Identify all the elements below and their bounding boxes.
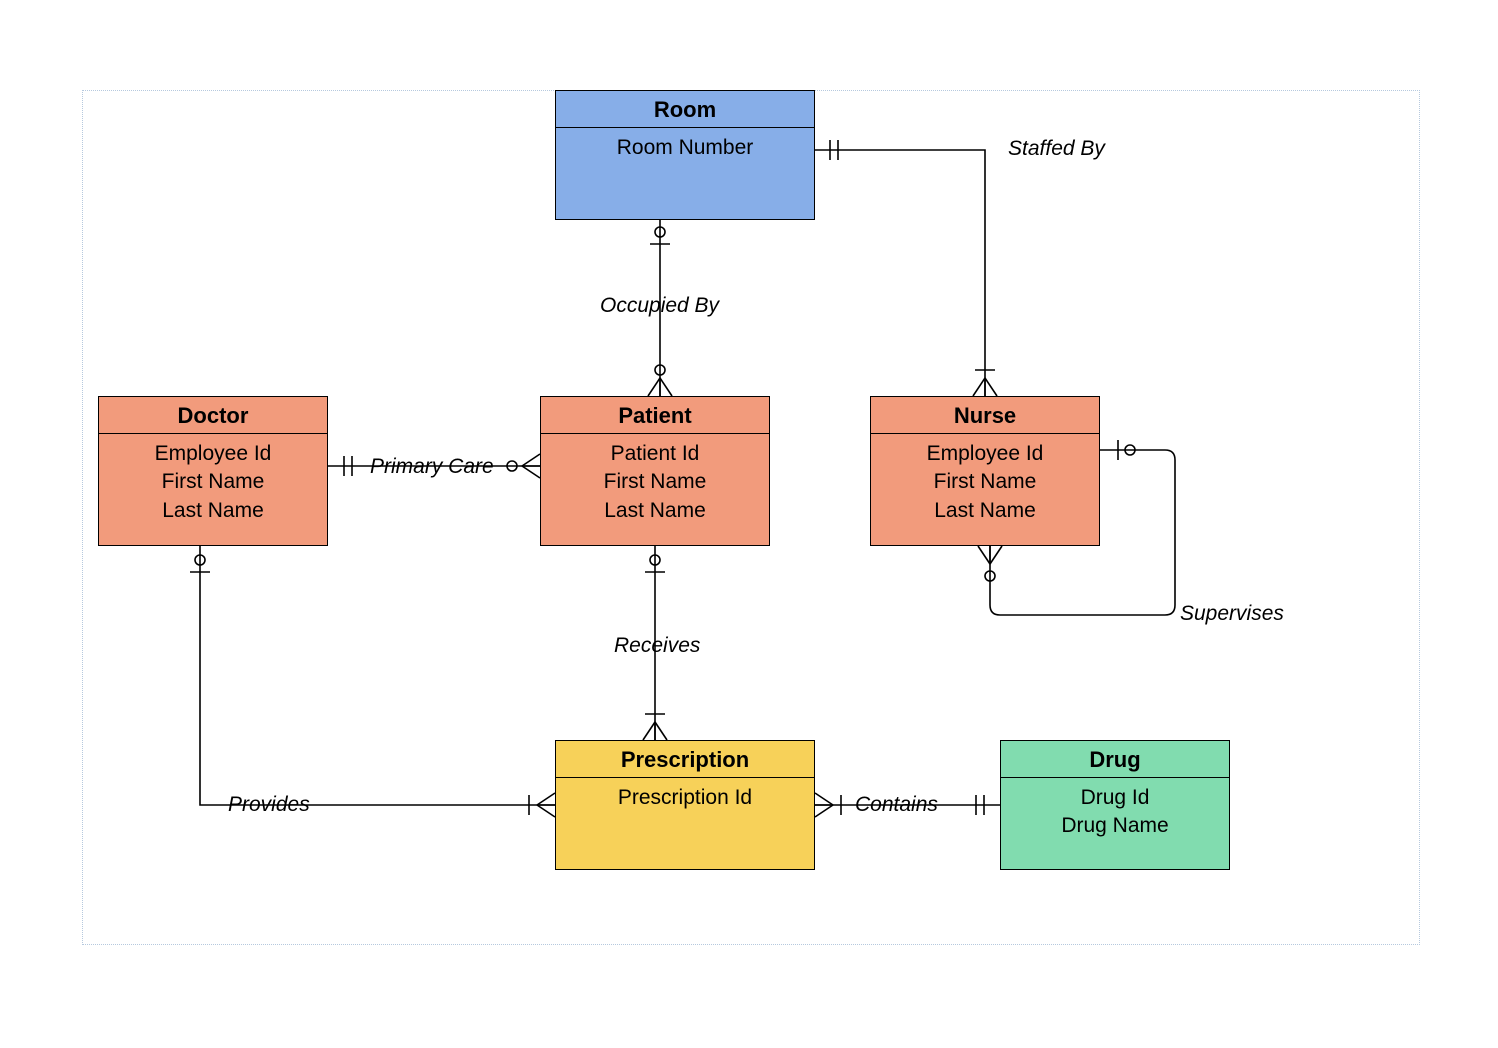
label-receives: Receives	[614, 634, 700, 658]
entity-prescription-attrs: Prescription Id	[556, 778, 814, 820]
label-supervises: Supervises	[1180, 602, 1284, 626]
entity-doctor-attr-0: Employee Id	[99, 440, 327, 468]
entity-prescription-title: Prescription	[556, 741, 814, 778]
entity-nurse-attr-1: First Name	[871, 468, 1099, 496]
entity-patient-attrs: Patient Id First Name Last Name	[541, 434, 769, 533]
entity-doctor-title: Doctor	[99, 397, 327, 434]
entity-drug-attr-0: Drug Id	[1001, 784, 1229, 812]
entity-room-title: Room	[556, 91, 814, 128]
entity-patient-attr-2: Last Name	[541, 497, 769, 525]
entity-nurse-title: Nurse	[871, 397, 1099, 434]
label-staffed-by: Staffed By	[1008, 137, 1105, 161]
entity-room-attr-0: Room Number	[556, 134, 814, 162]
entity-drug: Drug Drug Id Drug Name	[1000, 740, 1230, 870]
label-contains: Contains	[855, 793, 938, 817]
entity-doctor-attrs: Employee Id First Name Last Name	[99, 434, 327, 533]
entity-doctor-attr-1: First Name	[99, 468, 327, 496]
entity-drug-attr-1: Drug Name	[1001, 812, 1229, 840]
label-primary-care: Primary Care	[370, 455, 494, 479]
entity-patient: Patient Patient Id First Name Last Name	[540, 396, 770, 546]
entity-drug-attrs: Drug Id Drug Name	[1001, 778, 1229, 849]
entity-patient-attr-0: Patient Id	[541, 440, 769, 468]
entity-doctor-attr-2: Last Name	[99, 497, 327, 525]
er-diagram-canvas: Room Room Number Doctor Employee Id Firs…	[0, 0, 1498, 1048]
entity-drug-title: Drug	[1001, 741, 1229, 778]
entity-nurse-attr-2: Last Name	[871, 497, 1099, 525]
entity-nurse-attr-0: Employee Id	[871, 440, 1099, 468]
entity-room: Room Room Number	[555, 90, 815, 220]
entity-patient-attr-1: First Name	[541, 468, 769, 496]
entity-patient-title: Patient	[541, 397, 769, 434]
entity-prescription: Prescription Prescription Id	[555, 740, 815, 870]
entity-nurse: Nurse Employee Id First Name Last Name	[870, 396, 1100, 546]
entity-room-attrs: Room Number	[556, 128, 814, 170]
entity-doctor: Doctor Employee Id First Name Last Name	[98, 396, 328, 546]
entity-nurse-attrs: Employee Id First Name Last Name	[871, 434, 1099, 533]
label-occupied-by: Occupied By	[600, 294, 719, 318]
entity-prescription-attr-0: Prescription Id	[556, 784, 814, 812]
label-provides: Provides	[228, 793, 310, 817]
